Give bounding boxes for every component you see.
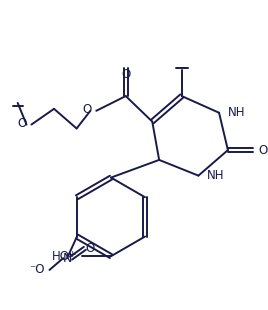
Text: O: O (121, 68, 130, 81)
Text: HO: HO (52, 250, 70, 263)
Text: O: O (17, 117, 27, 130)
Text: ⁻O: ⁻O (29, 264, 44, 277)
Text: O: O (258, 144, 268, 157)
Text: N: N (62, 252, 72, 265)
Text: NH: NH (207, 169, 225, 182)
Text: O: O (82, 103, 91, 116)
Text: O: O (85, 242, 94, 255)
Text: +: + (68, 250, 76, 259)
Text: NH: NH (228, 106, 245, 119)
